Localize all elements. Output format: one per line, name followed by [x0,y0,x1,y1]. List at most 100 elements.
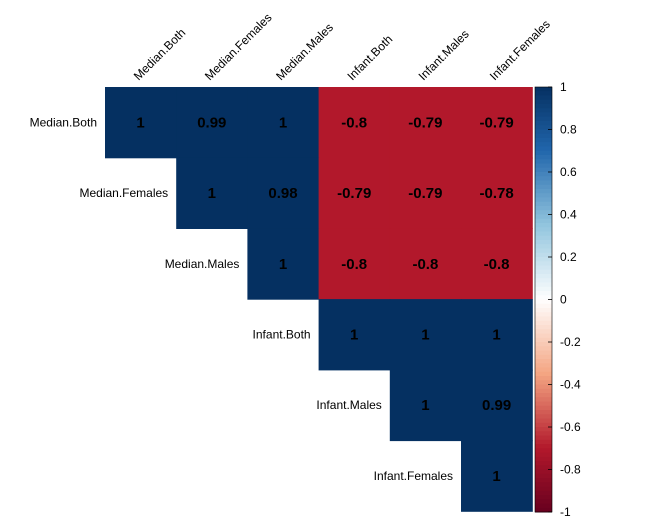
legend-color-band [535,503,552,509]
legend-color-band [535,299,552,305]
heatmap-cell-2-3 [318,228,391,300]
column-label-3: Infant.Both [344,32,395,83]
legend-color-band [535,325,552,330]
legend-color-band [535,380,552,385]
legend-color-band [535,138,552,143]
cell-value-2-4: -0.8 [412,256,438,273]
heatmap-cell-2-4 [389,228,462,300]
legend-color-band [535,414,552,419]
legend-color-band [535,167,552,173]
heatmap-cell-3-3 [318,299,391,371]
legend-color-band [535,184,552,190]
row-label-2: Median.Males [165,257,240,271]
legend-tick-label-5: 0 [560,293,567,307]
cell-value-4-4: 1 [421,397,429,414]
cell-value-0-1: 0.99 [197,114,226,131]
legend-color-band [535,422,552,428]
legend-color-band [535,329,552,334]
heatmap-cell-0-4 [389,87,462,159]
cell-value-1-2: 0.98 [268,185,297,202]
legend-color-band [535,121,552,126]
legend-tick-label-1: 0.8 [560,123,577,137]
legend-color-band [535,333,552,339]
legend-color-band [535,146,552,152]
row-labels: Median.Both Median.Females Median.Males Inf… [30,115,453,483]
heatmap-cell-5-5 [461,440,533,512]
legend-color-band [535,469,552,475]
legend-tick-label-10: -1 [560,505,571,519]
legend-color-band [535,316,552,322]
heatmap-cell-1-3 [318,157,391,229]
cell-value-2-3: -0.8 [341,256,367,273]
column-label-5: Infant.Females [487,17,553,83]
legend-tick-label-6: -0.2 [560,335,581,349]
legend-color-band [535,456,552,462]
legend-color-band [535,278,552,283]
legend-color-band [535,235,552,241]
legend-color-band [535,133,552,139]
cell-value-3-5: 1 [492,326,500,343]
row-label-1: Median.Females [79,186,168,200]
legend-color-band [535,397,552,402]
legend-color-band [535,465,552,470]
legend-color-band [535,350,552,356]
legend-color-band [535,482,552,487]
legend-tick-label-2: 0.6 [560,165,577,179]
legend-color-band [535,367,552,373]
legend-color-band [535,142,552,147]
legend-color-band [535,257,552,262]
legend-color-band [535,286,552,292]
legend-tick-label-8: -0.6 [560,420,581,434]
legend-color-band [535,112,552,118]
legend-color-band [535,240,552,245]
legend-color-band [535,274,552,279]
legend-color-band [535,427,552,432]
column-label-1: Median.Females [202,10,275,83]
legend-color-band [535,303,552,309]
heatmap-cell-2-2 [247,228,320,300]
legend-color-band [535,486,552,492]
legend-color-band [535,201,552,207]
legend-color-band [535,439,552,445]
legend-color-band [535,371,552,377]
heatmap-cell-0-0 [105,87,177,159]
legend-color-band [535,291,552,296]
legend-color-band [535,176,552,181]
column-label-2: Median.Males [273,20,336,83]
legend-color-band [535,150,552,156]
legend-color-band [535,393,552,398]
legend-color-band [535,91,552,96]
legend-color-band [535,244,552,249]
legend-color-band [535,248,552,254]
heatmap-cell-4-5 [461,369,533,442]
legend-tick-label-0: 1 [560,80,567,94]
legend-color-band [535,206,552,211]
legend-color-band [535,129,552,135]
heatmap-cell-0-5 [461,87,533,159]
legend-color-band [535,359,552,364]
legend-color-band [535,452,552,458]
legend-color-band [535,116,552,122]
legend-color-band [535,95,552,101]
legend-color-band [535,320,552,326]
legend-color-band [535,312,552,317]
legend-color-band [535,478,552,483]
legend-color-band [535,354,552,360]
legend-color-band [535,197,552,203]
cell-value-4-5: 0.99 [482,397,511,414]
legend-color-band [535,308,552,313]
legend-tick-label-4: 0.2 [560,250,577,264]
row-label-0: Median.Both [30,115,97,129]
legend-color-band [535,261,552,266]
legend-color-band [535,342,552,347]
legend-color-band [535,214,552,220]
legend-color-band [535,384,552,390]
legend-color-band [535,405,552,411]
legend-color-band [535,193,552,198]
heatmap-cells [105,87,533,512]
color-legend: 1 0.8 0.6 0.4 0.2 0 -0.2 -0.4 -0.6 -0.8 -1 [534,80,581,519]
heatmap-cell-0-3 [318,87,391,159]
legend-color-band [535,155,552,160]
legend-color-band [535,180,552,186]
